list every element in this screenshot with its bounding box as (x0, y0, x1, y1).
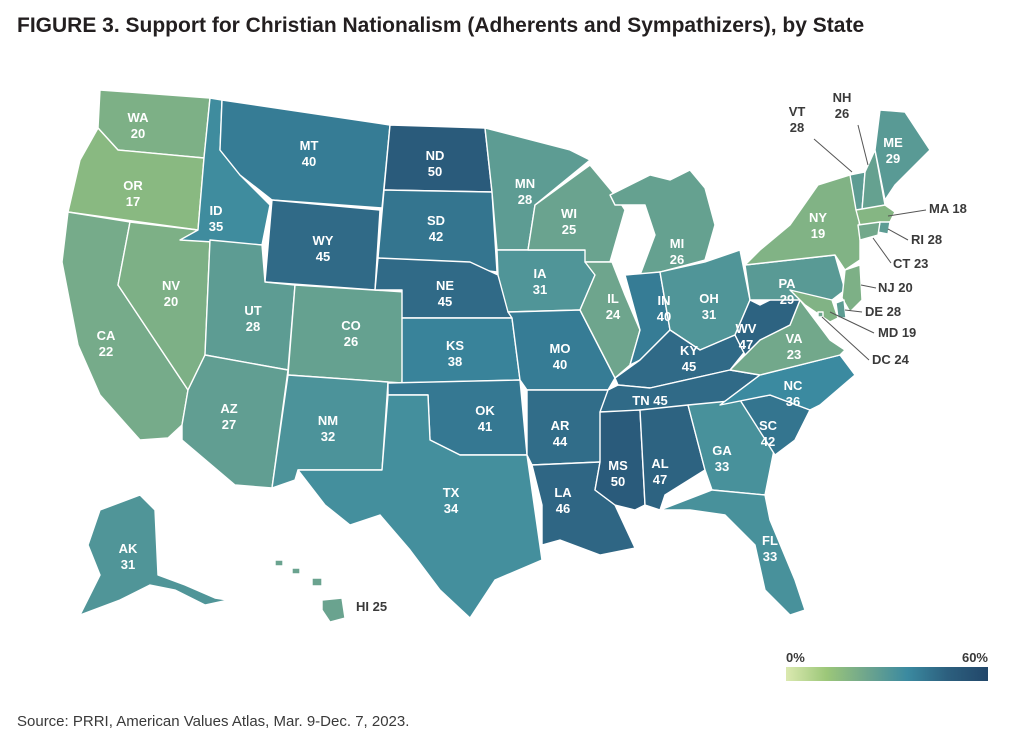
state-label-me: ME 29 (883, 135, 903, 166)
state-label-sd: SD 42 (427, 213, 445, 244)
state-label-nm: NM 32 (318, 413, 338, 444)
state-label-sc: SC 42 (759, 418, 778, 449)
state-label-ny: NY 19 (809, 210, 827, 241)
state-label-ak: AK 31 (119, 541, 138, 572)
state-label-de: DE 28 (865, 304, 901, 319)
state-label-la: LA 46 (554, 485, 572, 516)
state-label-id: ID 35 (209, 203, 223, 234)
leader-line-ma (887, 209, 927, 217)
state-label-ks: KS 38 (446, 338, 464, 369)
state-ct (857, 221, 881, 241)
state-label-ky: KY 45 (680, 343, 698, 374)
state-label-nc: NC 36 (784, 378, 803, 409)
state-label-wi: WI 25 (561, 206, 577, 237)
state-label-wv: WV 47 (736, 321, 757, 352)
state-nc (719, 354, 856, 411)
state-me (874, 109, 931, 201)
leader-line-ct (872, 237, 892, 264)
state-fl (659, 489, 806, 616)
state-label-nd: ND 50 (426, 148, 445, 179)
state-label-ut: UT 28 (244, 303, 261, 334)
state-label-ar: AR 44 (551, 418, 570, 449)
state-label-nh: NH 26 (833, 90, 852, 121)
leader-line-nh (857, 124, 869, 166)
state-label-ne: NE 45 (436, 278, 454, 309)
state-md (789, 289, 839, 323)
state-label-va: VA 23 (785, 331, 803, 362)
legend-gradient-bar (786, 667, 988, 681)
state-label-ok: OK 41 (475, 403, 495, 434)
state-label-hi: HI 25 (356, 599, 387, 614)
state-label-tx: TX 34 (443, 485, 460, 516)
legend-max-label: 60% (961, 650, 988, 665)
state-nj (841, 264, 863, 313)
leader-line-vt (813, 138, 853, 173)
state-label-il: IL 24 (606, 291, 621, 322)
state-label-tn: TN 45 (632, 393, 667, 408)
state-label-ct: CT 23 (893, 256, 928, 271)
color-legend: 0% 60% (786, 650, 988, 684)
state-label-ia: IA 31 (533, 266, 547, 297)
state-ak (79, 494, 229, 616)
state-label-or: OR 17 (123, 178, 143, 209)
state-label-ga: GA 33 (712, 443, 732, 474)
figure-title: FIGURE 3. Support for Christian National… (17, 14, 865, 37)
state-de (835, 299, 847, 319)
state-mi (609, 169, 716, 276)
state-sd (377, 189, 498, 273)
leader-line-de (844, 309, 863, 313)
state-label-nj: NJ 20 (878, 280, 913, 295)
leader-line-dc (821, 316, 870, 361)
state-label-mo: MO 40 (550, 341, 571, 372)
state-tx (297, 394, 543, 619)
state-ia (496, 249, 596, 313)
state-label-dc: DC 24 (872, 352, 910, 367)
leader-line-nj (860, 284, 877, 289)
state-label-nv: NV 20 (162, 278, 180, 309)
state-label-az: AZ 27 (220, 401, 237, 432)
state-label-mt: MT 40 (300, 138, 319, 169)
state-ma (855, 204, 896, 226)
leader-line-ri (887, 228, 909, 241)
state-label-co: CO 26 (341, 318, 361, 349)
state-label-ri: RI 28 (911, 232, 942, 247)
source-note: Source: PRRI, American Values Atlas, Mar… (17, 713, 410, 730)
state-label-ca: CA 22 (97, 328, 116, 359)
state-label-wy: WY 45 (313, 233, 334, 264)
state-label-wa: WA 20 (128, 110, 150, 141)
state-label-pa: PA 29 (778, 276, 796, 307)
state-label-in: IN 40 (657, 293, 671, 324)
state-ny (744, 174, 861, 271)
leader-line-md (829, 311, 875, 334)
state-label-mn: MN 28 (515, 176, 535, 207)
state-dc (817, 311, 824, 318)
state-label-vt: VT 28 (789, 104, 806, 135)
state-il (579, 261, 641, 379)
legend-min-label: 0% (786, 650, 805, 665)
state-label-ma: MA 18 (929, 201, 967, 216)
state-label-al: AL 47 (651, 456, 668, 487)
state-label-fl: FL 33 (762, 533, 778, 564)
state-label-oh: OH 31 (699, 291, 719, 322)
state-label-md: MD 19 (878, 325, 916, 340)
state-label-ms: MS 50 (608, 458, 628, 489)
state-label-mi: MI 26 (670, 236, 684, 267)
state-hi (274, 559, 346, 623)
